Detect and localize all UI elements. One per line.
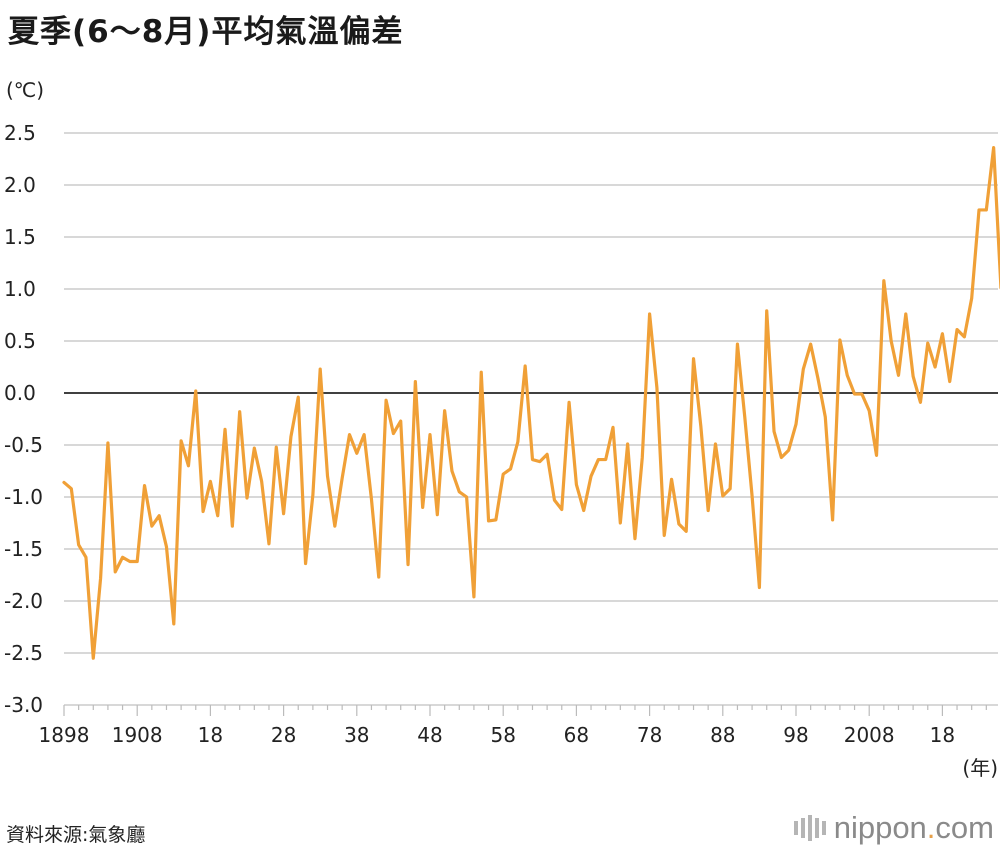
brand-tld: com [935, 810, 994, 845]
x-tick-label: 38 [344, 723, 369, 747]
series-line [62, 145, 1000, 660]
y-tick-label: -1.0 [4, 485, 43, 509]
y-unit-label: (℃) [6, 78, 44, 102]
chart-title: 夏季(6〜8月)平均氣溫偏差 [8, 14, 404, 50]
x-tick-label: 98 [783, 723, 808, 747]
y-tick-label: 0.5 [4, 329, 36, 353]
brand-name: nippon [833, 810, 927, 845]
x-tick-label: 68 [564, 723, 589, 747]
y-tick-label: 1.5 [4, 225, 36, 249]
y-tick-label: -2.5 [4, 641, 43, 665]
y-tick-label: -1.5 [4, 537, 43, 561]
x-tick-label: 58 [490, 723, 515, 747]
source-note: 資料來源:氣象廳 [6, 824, 146, 846]
x-tick-label: 2008 [844, 723, 895, 747]
brand-logo: nippon. com [793, 810, 994, 846]
y-tick-label: -2.0 [4, 589, 43, 613]
x-tick-label: 28 [271, 723, 296, 747]
y-tick-label: 2.5 [4, 121, 36, 145]
brand-dot: . [926, 810, 936, 845]
x-tick-label: 18 [930, 723, 955, 747]
grid-lines [64, 132, 998, 706]
x-tick-label: 1898 [39, 723, 90, 747]
x-tick-label: 78 [637, 723, 662, 747]
nippon-logo-bars-icon [793, 815, 826, 841]
y-tick-label: -0.5 [4, 433, 43, 457]
series-group [62, 145, 1000, 660]
y-tick-labels: 2.5 2.0 1.5 1.0 0.5 0.0 -0.5 -1.0 -1.5 -2.0 -2.5 -3… [4, 121, 43, 717]
y-tick-label: 2.0 [4, 173, 36, 197]
y-tick-label: 0.0 [4, 381, 36, 405]
x-tick-label: 1908 [112, 723, 163, 747]
x-axis: 1898 1908 18 28 38 48 58 68 78 88 98 2008 18 [39, 705, 987, 747]
x-tick-label: 48 [417, 723, 442, 747]
y-tick-label: 1.0 [4, 277, 36, 301]
y-tick-label: -3.0 [4, 693, 43, 717]
x-tick-label: 88 [710, 723, 735, 747]
x-unit-label: (年) [962, 756, 998, 780]
x-tick-label: 18 [198, 723, 223, 747]
